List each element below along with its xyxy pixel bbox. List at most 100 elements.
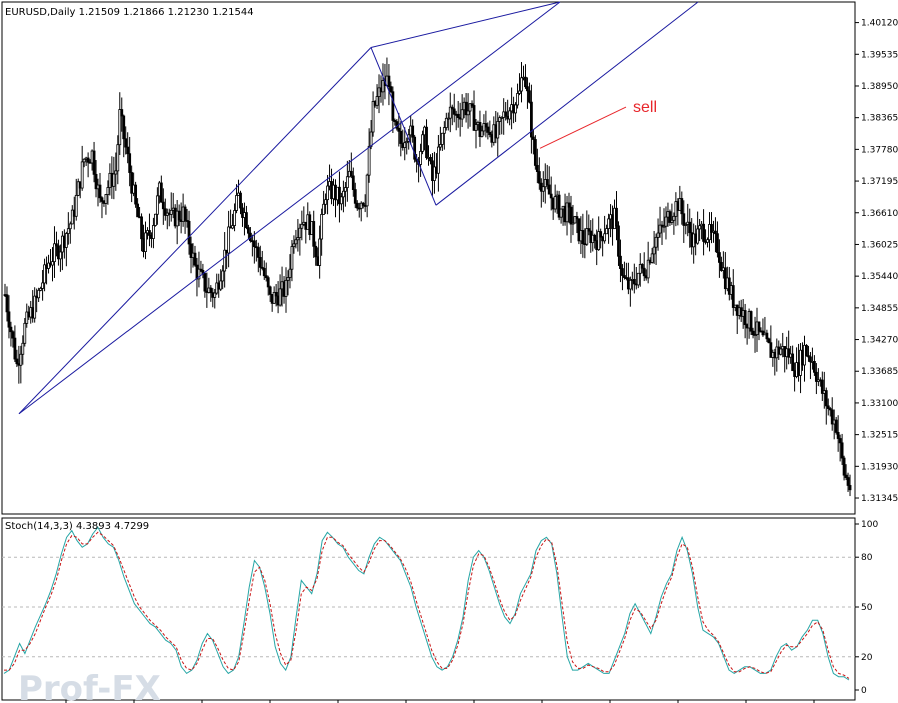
- candle-body-bear: [140, 216, 143, 240]
- candle-body-bull: [438, 144, 442, 148]
- candle-body-bull: [672, 215, 676, 221]
- candle-body-bull: [286, 277, 290, 281]
- candle: [33, 287, 37, 323]
- price-axis-label: 1.34855: [861, 304, 898, 314]
- candle-body-bull: [698, 225, 702, 230]
- candle-body-bull: [520, 77, 523, 92]
- channel-line: [435, 1, 699, 206]
- candle: [436, 135, 440, 192]
- candle: [731, 269, 735, 316]
- candle-body-bear: [688, 221, 692, 234]
- candle: [403, 127, 407, 161]
- candle: [585, 210, 589, 246]
- candle-body-bull: [154, 213, 157, 226]
- candle-body-bull: [343, 187, 347, 192]
- candle-body-bear: [258, 257, 262, 268]
- candle: [719, 256, 723, 272]
- candle-body-bear: [660, 224, 664, 227]
- candle-body-bull: [480, 130, 484, 137]
- candle: [397, 112, 401, 147]
- stochastic-signal-line: [4, 531, 850, 679]
- candle: [682, 200, 686, 243]
- candle: [769, 325, 773, 358]
- candle: [425, 119, 428, 160]
- candle-body-bull: [272, 292, 276, 304]
- candle-body-bear: [264, 275, 268, 279]
- candle: [621, 264, 624, 291]
- candle-body-bull: [318, 238, 322, 266]
- candle: [314, 241, 318, 266]
- candle-body-bear: [531, 136, 535, 140]
- candle-body-bull: [294, 239, 298, 245]
- candle: [569, 195, 573, 243]
- candle: [161, 188, 165, 225]
- candle: [530, 84, 533, 154]
- candle: [514, 102, 517, 122]
- candle: [227, 210, 231, 268]
- candle-body-bull: [74, 194, 78, 217]
- candle-body-bull: [498, 117, 502, 122]
- candle: [219, 269, 223, 292]
- candle: [468, 103, 472, 127]
- candle-body-bear: [809, 356, 812, 363]
- candle-body-bear: [504, 111, 508, 117]
- candle-body-bear: [484, 123, 488, 128]
- candle: [260, 250, 264, 271]
- candle-body-bear: [128, 153, 132, 173]
- candle: [98, 172, 102, 203]
- candle-body-bull: [603, 233, 607, 242]
- candle: [209, 285, 213, 302]
- candle: [256, 242, 260, 273]
- channel-line: [370, 47, 437, 206]
- candle: [646, 241, 650, 284]
- candle-body-bull: [779, 348, 783, 355]
- candle: [440, 132, 444, 151]
- candle: [70, 205, 74, 225]
- price-axis-label: 1.34270: [861, 336, 898, 346]
- candle: [152, 217, 155, 249]
- price-axis-label: 1.31930: [861, 462, 898, 472]
- candle: [464, 93, 468, 123]
- candle-body-bull: [654, 236, 658, 248]
- candle-body-bull: [76, 181, 80, 196]
- chart-title: EURUSD,Daily 1.21509 1.21866 1.21230 1.2…: [5, 7, 254, 18]
- candle: [834, 416, 838, 435]
- candle-body-bear: [389, 86, 393, 93]
- candle-body-bull: [571, 222, 575, 225]
- candle: [86, 152, 90, 178]
- sell-arrow-line: [539, 106, 627, 149]
- stochastic-pane[interactable]: 100 80 50 20 0: [1, 517, 878, 703]
- candle-body-bear: [682, 213, 686, 226]
- candle: [668, 209, 672, 226]
- candle: [371, 91, 375, 137]
- candle-body-bear: [252, 240, 256, 248]
- candle: [650, 247, 654, 264]
- candle-body-bull: [68, 223, 72, 230]
- candle: [292, 235, 296, 254]
- candle-body-bull: [559, 208, 563, 218]
- candle-body-bull: [70, 209, 74, 225]
- price-axis-label: 1.33685: [861, 367, 898, 377]
- candle-body-bear: [617, 225, 620, 257]
- candle-body-bull: [47, 262, 50, 269]
- candle-body-bull: [460, 109, 464, 120]
- candle: [239, 190, 242, 215]
- candle-body-bear: [530, 101, 533, 138]
- candle: [718, 239, 721, 278]
- candle-body-bull: [298, 227, 302, 239]
- candle-body-bear: [751, 330, 755, 336]
- candle: [516, 83, 519, 109]
- candle-body-bear: [807, 355, 810, 358]
- candle-body-bear: [13, 337, 17, 360]
- candle: [144, 221, 147, 260]
- candle-body-bear: [844, 474, 848, 478]
- candle: [526, 77, 529, 109]
- candle: [716, 221, 719, 258]
- candle-body-bear: [161, 201, 165, 210]
- price-pane[interactable]: 1.40120 1.39535 1.38950 1.38365 1.37780 1.371…: [1, 1, 898, 515]
- candle-body-bull: [436, 146, 440, 174]
- candle: [365, 173, 369, 218]
- stochastic-axis-label: 20: [861, 653, 873, 663]
- candle-body-bear: [718, 252, 721, 263]
- candle: [826, 398, 830, 416]
